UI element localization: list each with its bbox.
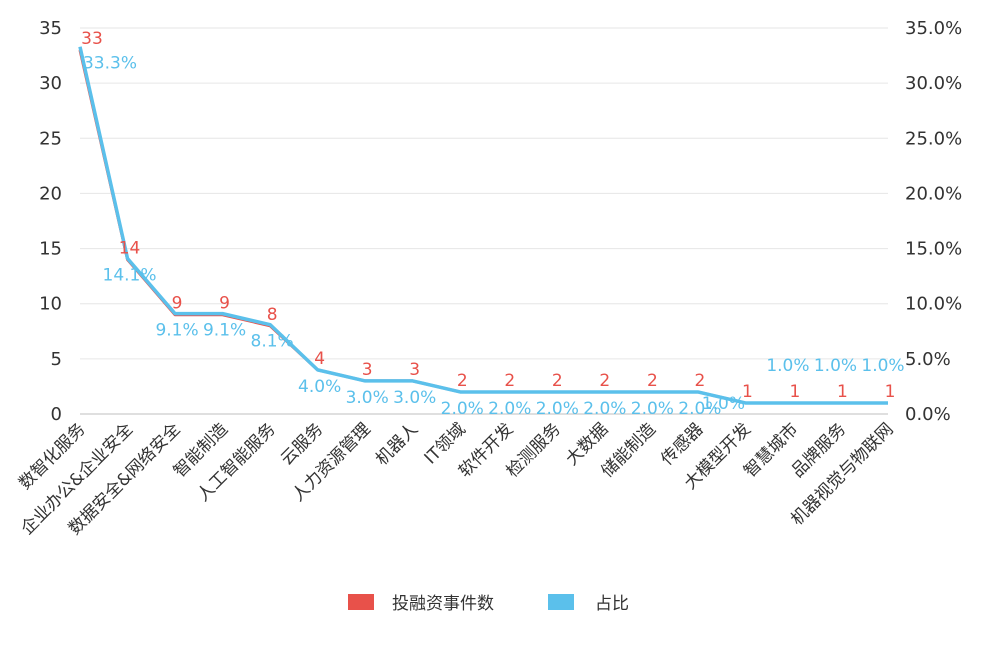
series-lines: [78, 46, 888, 405]
data-label-pct: 14.1%: [103, 265, 157, 285]
data-label-pct: 2.0%: [536, 399, 579, 419]
y-right-tick-label: 15.0%: [905, 239, 962, 260]
data-label-count: 3: [362, 360, 373, 380]
y-right-tick-label: 5.0%: [905, 349, 951, 370]
data-label-pct: 3.0%: [346, 388, 389, 408]
y-axis-left: 0 5 10 15 20 25 30 35: [39, 18, 62, 425]
data-label-count: 8: [267, 305, 278, 325]
data-label-pct: 1.0%: [861, 356, 904, 376]
data-label-count: 9: [219, 294, 230, 314]
series-line-count: [78, 49, 888, 405]
y-right-tick-label: 10.0%: [905, 294, 962, 315]
y-right-tick-label: 30.0%: [905, 73, 962, 94]
y-right-tick-label: 20.0%: [905, 183, 962, 204]
data-label-pct: 9.1%: [155, 321, 198, 341]
y-left-tick-label: 0: [51, 404, 62, 425]
y-axis-right: 0.0% 5.0% 10.0% 15.0% 20.0% 25.0% 30.0% 35.0%: [905, 18, 962, 425]
y-left-tick-label: 35: [39, 18, 62, 39]
data-label-pct: 3.0%: [393, 388, 436, 408]
legend-swatch-pct[interactable]: [548, 594, 574, 610]
data-label-count: 3: [409, 360, 420, 380]
data-label-pct: 2.0%: [488, 399, 531, 419]
data-label-pct: 2.0%: [441, 399, 484, 419]
data-label-pct: 9.1%: [203, 321, 246, 341]
data-label-count: 33: [81, 29, 103, 49]
y-left-tick-label: 5: [51, 349, 62, 370]
y-left-tick-label: 15: [39, 239, 62, 260]
data-label-pct: 33.3%: [83, 54, 137, 74]
y-left-tick-label: 10: [39, 294, 62, 315]
data-label-count: 2: [647, 371, 658, 391]
data-label-count: 1: [790, 382, 801, 402]
data-label-count: 2: [552, 371, 563, 391]
legend-label-count[interactable]: 投融资事件数: [392, 594, 494, 614]
data-label-pct: 4.0%: [298, 377, 341, 397]
data-label-count: 1: [742, 382, 753, 402]
data-label-pct: 1.0%: [814, 356, 857, 376]
data-label-count: 2: [694, 371, 705, 391]
data-label-pct: 2.0%: [678, 399, 721, 419]
legend-swatch-count[interactable]: [348, 594, 374, 610]
data-label-count: 1: [837, 382, 848, 402]
y-right-tick-label: 25.0%: [905, 128, 962, 149]
y-right-tick-label: 0.0%: [905, 404, 951, 425]
x-tick-label: 机器人: [372, 419, 422, 469]
y-left-tick-label: 20: [39, 183, 62, 204]
data-label-count: 4: [314, 349, 325, 369]
data-label-count: 1: [885, 382, 896, 402]
series-line-pct: [78, 46, 888, 405]
data-label-pct: 1.0%: [766, 356, 809, 376]
data-label-count: 2: [504, 371, 515, 391]
x-axis: 数智化服务企业办公&企业安全数据安全&网络安全智能制造人工智能服务云服务人力资源…: [15, 419, 897, 539]
data-label-count: 9: [172, 294, 183, 314]
data-label-count: 2: [457, 371, 468, 391]
data-label-pct: 2.0%: [583, 399, 626, 419]
data-label-pct: 2.0%: [631, 399, 674, 419]
data-label-pct: 1.0%: [702, 394, 745, 414]
data-label-count: 14: [119, 239, 141, 259]
y-left-tick-label: 30: [39, 73, 62, 94]
data-label-count: 2: [599, 371, 610, 391]
y-left-tick-label: 25: [39, 128, 62, 149]
grid-lines: [80, 27, 888, 415]
data-label-pct: 8.1%: [251, 332, 294, 352]
y-right-tick-label: 35.0%: [905, 18, 962, 39]
legend[interactable]: 投融资事件数 占比: [348, 594, 629, 614]
legend-label-pct[interactable]: 占比: [595, 594, 629, 614]
